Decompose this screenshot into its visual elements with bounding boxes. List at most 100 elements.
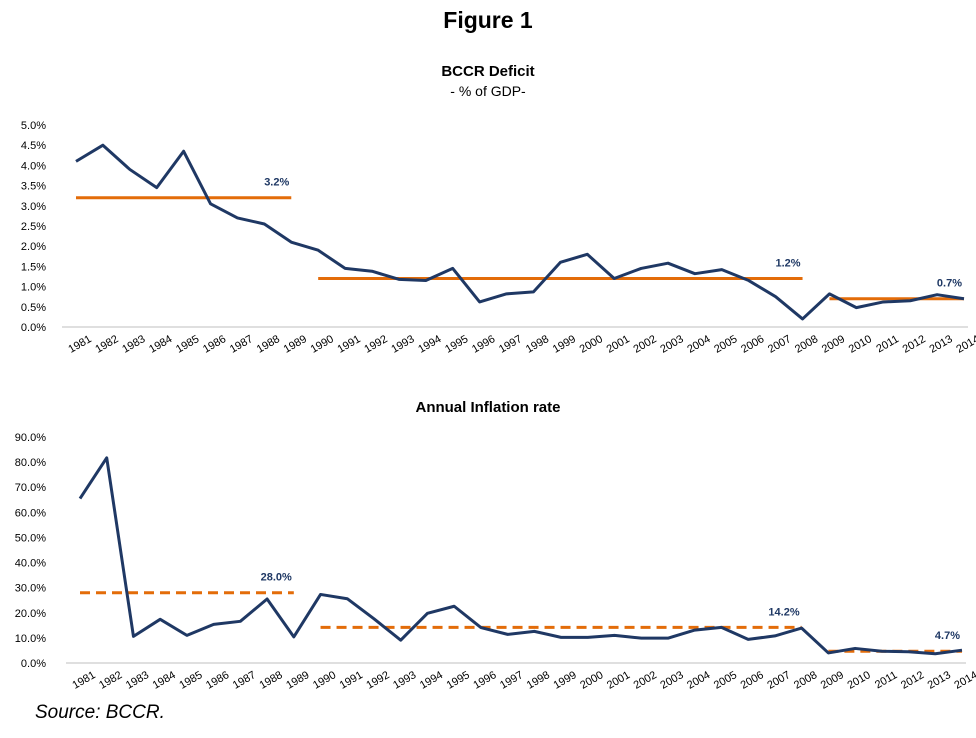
average-label: 3.2%: [264, 177, 289, 189]
x-tick-label: 2003: [658, 669, 685, 692]
y-tick-label: 50.0%: [15, 532, 46, 544]
x-tick-label: 1990: [311, 669, 338, 692]
figure-title: Figure 1: [443, 7, 533, 33]
x-tick-label: 2005: [712, 669, 739, 692]
y-tick-label: 20.0%: [15, 608, 46, 620]
x-tick-label: 2013: [928, 333, 955, 356]
x-tick-label: 1988: [258, 669, 285, 692]
x-tick-label: 1990: [309, 333, 336, 356]
x-tick-label: 1995: [445, 669, 472, 692]
x-tick-label: 1988: [255, 333, 282, 356]
x-tick-label: 1999: [552, 669, 579, 692]
x-tick-label: 1982: [97, 669, 124, 692]
y-tick-label: 40.0%: [15, 558, 46, 570]
x-tick-label: 2010: [846, 669, 873, 692]
x-tick-label: 2014: [954, 333, 976, 356]
x-tick-label: 2009: [819, 669, 846, 692]
y-tick-label: 90.0%: [15, 432, 46, 444]
x-tick-label: 1995: [443, 333, 470, 356]
x-tick-label: 2000: [578, 669, 605, 692]
x-tick-label: 1983: [124, 669, 151, 692]
x-tick-label: 1991: [338, 669, 365, 692]
data-line: [78, 456, 963, 656]
x-tick-label: 1984: [151, 669, 178, 692]
x-tick-label: 1999: [551, 333, 578, 356]
chart-subtitle: - % of GDP-: [450, 83, 526, 99]
x-tick-label: 1983: [120, 333, 147, 356]
y-tick-label: 3.5%: [21, 181, 46, 193]
average-label: 28.0%: [261, 572, 292, 584]
y-tick-label: 4.5%: [21, 140, 46, 152]
chart-title: Annual Inflation rate: [415, 399, 560, 416]
x-tick-label: 1998: [525, 669, 552, 692]
x-tick-label: 1994: [418, 669, 445, 692]
x-tick-label: 2014: [952, 669, 976, 692]
x-tick-label: 2001: [605, 333, 632, 356]
y-tick-label: 3.0%: [21, 201, 46, 213]
x-tick-label: 1984: [147, 333, 174, 356]
x-tick-label: 1981: [66, 333, 93, 356]
x-tick-label: 2002: [632, 333, 659, 356]
x-tick-label: 1987: [231, 669, 258, 692]
x-tick-label: 2006: [739, 669, 766, 692]
y-tick-label: 5.0%: [21, 120, 46, 132]
y-tick-label: 10.0%: [15, 633, 46, 645]
x-tick-label: 2006: [739, 333, 766, 356]
x-tick-label: 2012: [899, 669, 926, 692]
x-tick-label: 2002: [632, 669, 659, 692]
y-tick-label: 2.0%: [21, 241, 46, 253]
y-tick-label: 4.0%: [21, 160, 46, 172]
x-tick-label: 1981: [70, 669, 97, 692]
source-note: Source: BCCR.: [35, 702, 165, 723]
x-tick-label: 1992: [362, 333, 389, 356]
chart-title: BCCR Deficit: [441, 63, 534, 80]
x-tick-label: 2008: [793, 333, 820, 356]
y-tick-label: 1.0%: [21, 282, 46, 294]
x-tick-label: 1989: [284, 669, 311, 692]
x-tick-label: 1987: [228, 333, 255, 356]
x-tick-label: 2009: [820, 333, 847, 356]
average-label: 1.2%: [775, 258, 800, 270]
data-line: [75, 143, 965, 321]
x-tick-label: 2000: [578, 333, 605, 356]
x-tick-label: 2008: [792, 669, 819, 692]
x-tick-label: 1989: [282, 333, 309, 356]
x-tick-label: 2004: [685, 669, 712, 692]
average-label: 14.2%: [768, 606, 799, 618]
x-tick-label: 2013: [926, 669, 953, 692]
x-tick-label: 2007: [765, 669, 792, 692]
x-tick-label: 2003: [658, 333, 685, 356]
y-tick-label: 0.0%: [21, 658, 46, 670]
y-tick-label: 0.0%: [21, 322, 46, 334]
x-tick-label: 1982: [93, 333, 120, 356]
x-tick-label: 1985: [177, 669, 204, 692]
x-tick-label: 1991: [336, 333, 363, 356]
y-tick-label: 0.5%: [21, 302, 46, 314]
x-tick-label: 1997: [497, 333, 524, 356]
y-tick-label: 60.0%: [15, 507, 46, 519]
x-tick-label: 2011: [874, 333, 900, 355]
x-tick-label: 2012: [901, 333, 928, 356]
average-label: 4.7%: [935, 630, 960, 642]
y-tick-label: 80.0%: [15, 457, 46, 469]
x-tick-label: 1996: [471, 669, 498, 692]
y-tick-label: 70.0%: [15, 482, 46, 494]
y-tick-label: 30.0%: [15, 583, 46, 595]
x-tick-label: 1992: [364, 669, 391, 692]
x-tick-label: 1996: [470, 333, 497, 356]
x-tick-label: 1998: [524, 333, 551, 356]
x-tick-label: 2004: [685, 333, 712, 356]
average-label: 0.7%: [937, 278, 962, 290]
x-tick-label: 2001: [605, 669, 632, 692]
y-tick-label: 1.5%: [21, 261, 46, 273]
x-tick-label: 1994: [416, 333, 443, 356]
x-tick-label: 2005: [712, 333, 739, 356]
x-tick-label: 1986: [204, 669, 231, 692]
x-tick-label: 2011: [873, 669, 899, 691]
x-tick-label: 2007: [766, 333, 793, 356]
x-tick-label: 1993: [391, 669, 418, 692]
x-tick-label: 1986: [201, 333, 228, 356]
x-tick-label: 1997: [498, 669, 525, 692]
y-tick-label: 2.5%: [21, 221, 46, 233]
